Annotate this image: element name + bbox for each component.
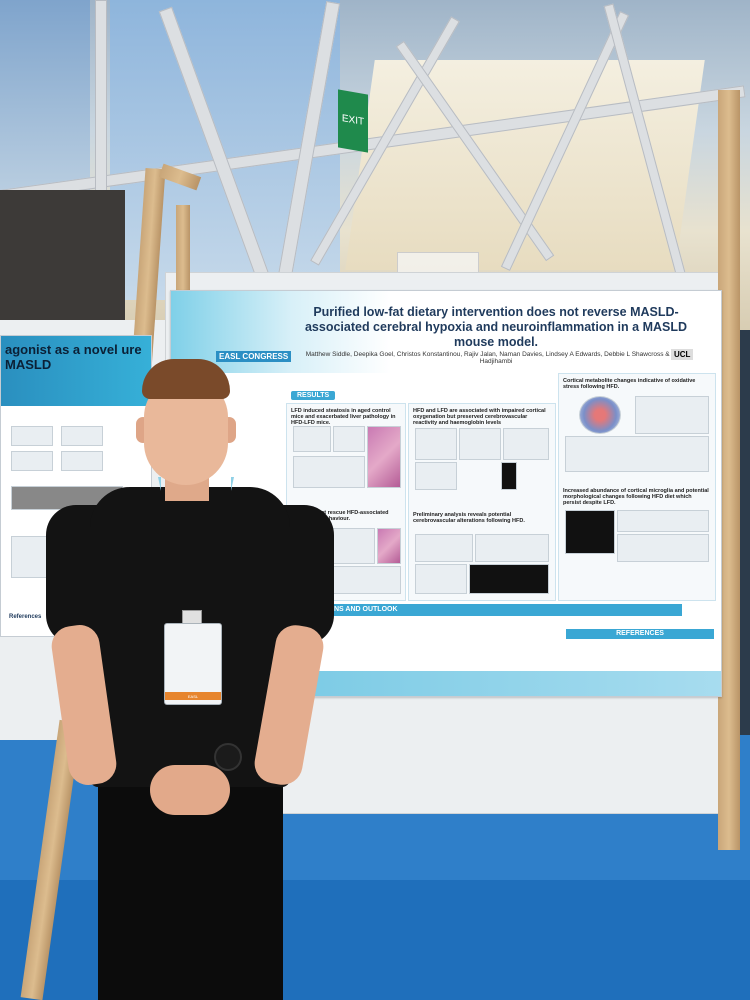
poster-authors: Matthew Siddle, Deepika Goel, Christos K… xyxy=(305,351,687,365)
chart-figure xyxy=(415,462,457,490)
chart-figure xyxy=(475,534,549,562)
chart-figure xyxy=(61,426,103,446)
panel-1-heading: LFD induced steatosis in aged control mi… xyxy=(291,408,396,426)
hair xyxy=(142,359,230,399)
poster-title: Purified low-fat dietary intervention do… xyxy=(304,305,688,349)
chart-figure xyxy=(635,396,709,434)
panel-2-heading: HFD and LFD are associated with impaired… xyxy=(413,408,546,426)
chart-figure xyxy=(617,510,709,532)
chart-figure xyxy=(565,436,709,472)
back-wall xyxy=(0,190,125,340)
poster-column-3: Cortical metabolite changes indicative o… xyxy=(558,373,716,601)
wooden-post xyxy=(718,90,740,850)
clasped-hands xyxy=(150,765,230,815)
chart-figure xyxy=(415,564,467,594)
chart-figure xyxy=(415,534,473,562)
ucl-logo: UCL xyxy=(671,349,694,360)
window-left xyxy=(0,0,90,190)
conclusions-heading: CONCLUSIONS AND OUTLOOK xyxy=(286,604,682,616)
chart-figure xyxy=(503,428,549,460)
panel-3-heading: Cortical metabolite changes indicative o… xyxy=(563,378,696,390)
left-poster-title: agonist as a novel ure MASLD xyxy=(5,342,142,372)
truss-beam xyxy=(95,0,107,202)
references-heading: REFERENCES xyxy=(566,629,714,639)
chart-figure xyxy=(459,428,501,460)
histology-figure xyxy=(377,528,401,564)
pca-figure xyxy=(579,396,621,434)
panel-5-heading: Preliminary analysis reveals potential c… xyxy=(413,512,525,524)
badge-label: EASL xyxy=(187,694,199,699)
chart-figure xyxy=(11,451,53,471)
left-poster-header: agonist as a novel ure MASLD xyxy=(1,336,151,406)
chart-figure xyxy=(293,426,331,452)
chart-figure xyxy=(293,456,365,488)
left-poster-references: References xyxy=(9,614,42,620)
chart-figure xyxy=(415,428,457,460)
chart-figure xyxy=(617,534,709,562)
poster-column-2: HFD and LFD are associated with impaired… xyxy=(408,403,556,601)
exit-sign: EXIT xyxy=(338,89,368,153)
congress-logo: EASL CONGRESS xyxy=(216,351,292,362)
results-heading: RESULTS xyxy=(291,391,336,400)
chart-figure xyxy=(61,451,103,471)
microscopy-figure xyxy=(565,510,615,554)
chart-figure xyxy=(333,426,365,452)
presenter: EASL xyxy=(40,355,340,1000)
imaging-figure xyxy=(501,462,517,490)
histology-figure xyxy=(367,426,401,488)
name-badge: EASL xyxy=(164,623,222,705)
wooden-post xyxy=(176,205,190,315)
badge-stripe xyxy=(165,692,221,700)
wristwatch xyxy=(214,743,242,771)
panel-6-heading: Increased abundance of cortical microgli… xyxy=(563,488,709,506)
chart-figure xyxy=(11,426,53,446)
imaging-figure xyxy=(469,564,549,594)
